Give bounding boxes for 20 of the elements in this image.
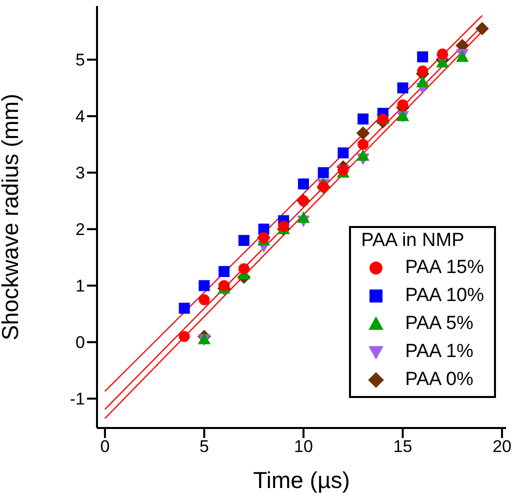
legend-title: PAA in NMP	[361, 230, 466, 252]
y-tick-label: 2	[76, 220, 85, 240]
legend-label: PAA 0%	[405, 369, 474, 391]
x-tick-label: 0	[100, 437, 110, 456]
y-tick-label: -1	[70, 390, 85, 409]
legend-label: PAA 15%	[405, 257, 484, 279]
y-tick-label: 1	[76, 276, 85, 296]
y-tick-label: 5	[76, 50, 85, 70]
y-axis-title: Shockwave radius (mm)	[0, 94, 24, 340]
y-tick-label: 4	[76, 107, 85, 126]
legend-label: PAA 10%	[405, 285, 484, 307]
x-tick-label: 20	[492, 437, 512, 456]
legend-label: PAA 1%	[405, 341, 474, 363]
x-axis-title: Time (µs)	[253, 467, 350, 493]
x-tick-label: 5	[199, 437, 209, 456]
x-tick-label: 15	[393, 437, 412, 456]
x-tick-label: 10	[294, 437, 313, 456]
y-tick-label: 0	[76, 333, 85, 352]
legend-label: PAA 5%	[405, 313, 474, 335]
y-tick-label: 3	[76, 164, 85, 183]
